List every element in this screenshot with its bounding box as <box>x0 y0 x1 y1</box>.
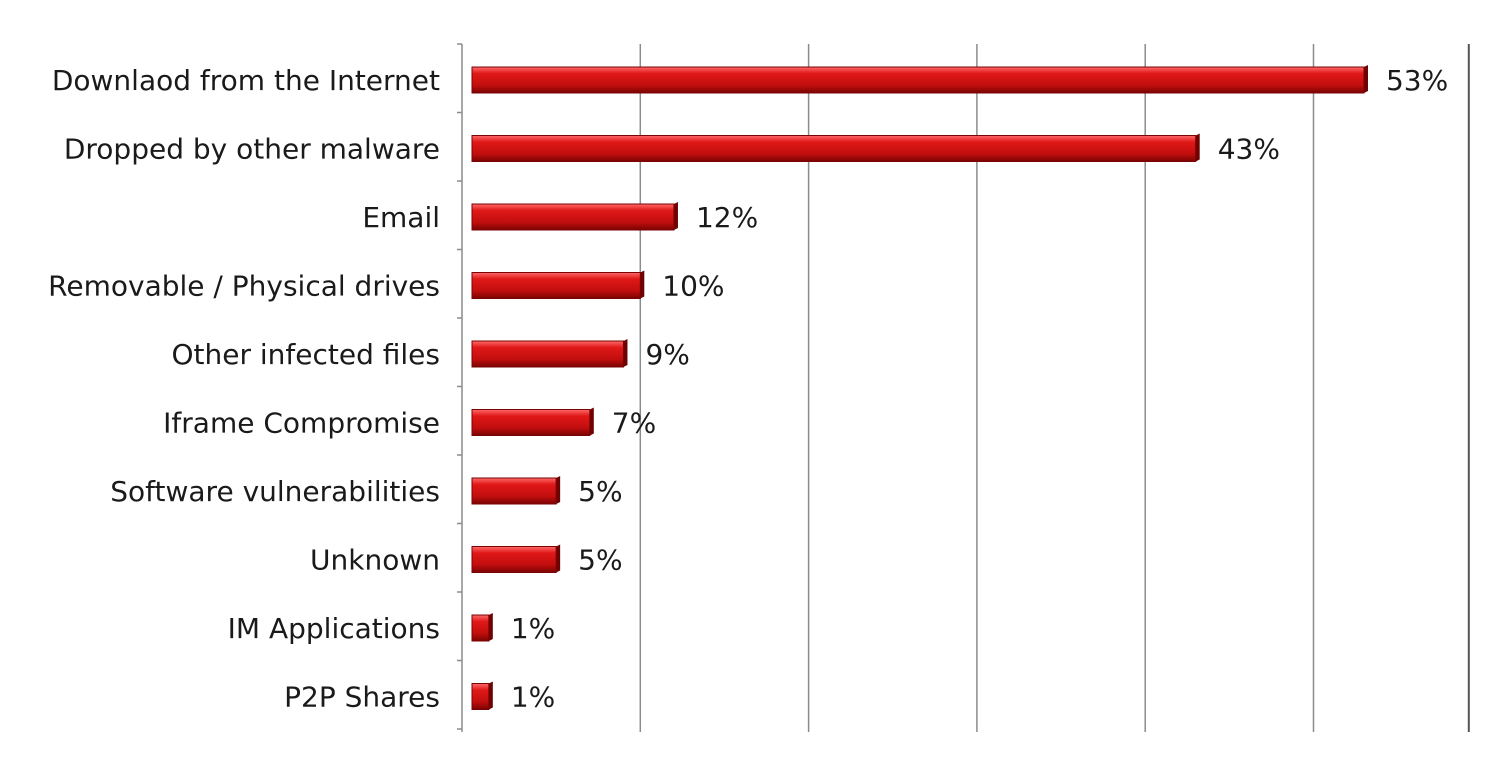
bar-9 <box>471 614 490 642</box>
category-label: P2P Shares <box>284 681 440 714</box>
bar-4 <box>471 272 641 299</box>
bar-depth <box>1363 65 1368 93</box>
category-label: IM Applications <box>228 612 440 645</box>
value-label: 10% <box>662 270 724 303</box>
bar-7 <box>471 477 557 505</box>
bar-8 <box>471 546 557 573</box>
category-label: Email <box>362 201 440 234</box>
bar-depth <box>1195 133 1200 162</box>
value-label: 7% <box>612 407 656 440</box>
bar-depth <box>673 202 678 230</box>
bar-depth <box>589 407 594 436</box>
value-labels: 53% 43% 12% 10% 9% 7% 5% 5% 1% 1% <box>511 64 1448 714</box>
bar-1 <box>471 66 1365 94</box>
category-label: Downlaod from the Internet <box>52 64 440 97</box>
bar-10 <box>471 683 490 710</box>
bar-2 <box>471 135 1197 162</box>
value-label: 1% <box>511 612 555 645</box>
bar-depth <box>640 270 645 299</box>
bar-depth <box>488 613 493 641</box>
y-axis <box>457 43 463 732</box>
value-label: 1% <box>511 681 555 714</box>
bar-5 <box>471 340 624 368</box>
value-label: 5% <box>578 475 622 508</box>
category-label: Iframe Compromise <box>163 407 440 440</box>
bar-6 <box>471 409 591 436</box>
value-label: 12% <box>696 201 758 234</box>
value-label: 53% <box>1386 64 1448 97</box>
bar-depth <box>556 476 561 504</box>
category-label: Removable / Physical drives <box>48 270 440 303</box>
bar-depth <box>488 681 493 710</box>
bar-depth <box>623 339 628 367</box>
bar-depth <box>556 544 561 573</box>
value-label: 5% <box>578 544 622 577</box>
category-label: Unknown <box>310 544 440 577</box>
category-label: Other infected files <box>171 338 440 371</box>
value-label: 9% <box>645 338 689 371</box>
category-labels: Downlaod from the Internet Dropped by oth… <box>48 64 440 714</box>
bar-3 <box>471 203 675 231</box>
category-label: Software vulnerabilities <box>110 475 440 508</box>
category-label: Dropped by other malware <box>64 133 440 166</box>
bars <box>471 65 1368 710</box>
value-label: 43% <box>1218 133 1280 166</box>
